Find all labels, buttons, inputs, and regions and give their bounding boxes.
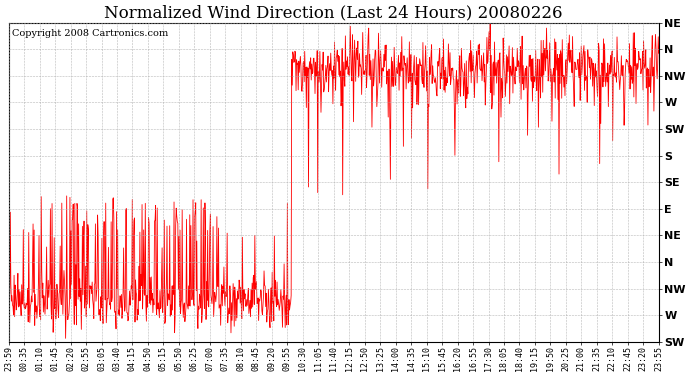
Text: Copyright 2008 Cartronics.com: Copyright 2008 Cartronics.com xyxy=(12,29,168,38)
Title: Normalized Wind Direction (Last 24 Hours) 20080226: Normalized Wind Direction (Last 24 Hours… xyxy=(104,4,563,21)
